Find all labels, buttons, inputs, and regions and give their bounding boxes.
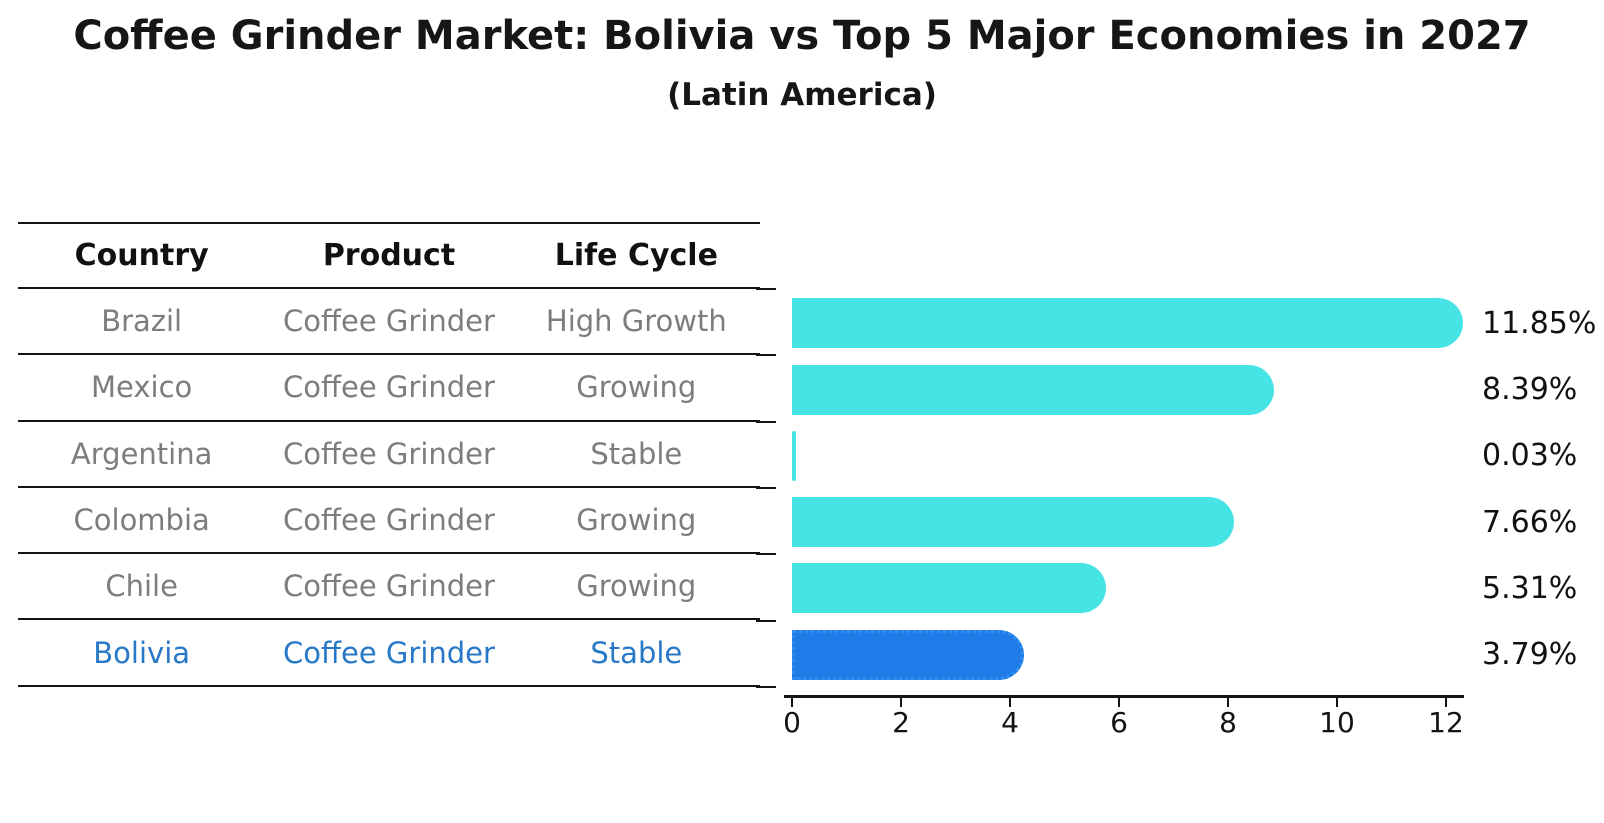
cell-country: Brazil <box>101 304 183 339</box>
country-table: Country Product Life Cycle Brazil Coffee … <box>18 222 760 687</box>
table-row-brazil: Brazil Coffee Grinder High Growth <box>18 289 760 356</box>
table-body: Brazil Coffee Grinder High Growth Mexico Cof… <box>18 289 760 687</box>
bar-value-label: 3.79% <box>1482 637 1578 673</box>
x-axis-tick <box>1445 698 1447 707</box>
x-axis-tick-label: 6 <box>1110 706 1128 739</box>
table-row-argentina: Argentina Coffee Grinder Stable <box>18 422 760 488</box>
x-axis-line <box>784 695 1464 698</box>
cell-country: Bolivia <box>93 635 191 670</box>
bar-value-label: 5.31% <box>1482 570 1578 606</box>
cell-product: Coffee Grinder <box>283 436 495 471</box>
x-axis-tick <box>900 698 902 707</box>
cell-product: Coffee Grinder <box>283 370 495 405</box>
cell-product: Coffee Grinder <box>283 569 495 604</box>
cell-country: Argentina <box>70 436 213 471</box>
x-axis-tick-label: 10 <box>1319 706 1355 739</box>
x-axis-tick-label: 12 <box>1428 706 1464 739</box>
table-row-chile: Chile Coffee Grinder Growing <box>18 554 760 621</box>
x-axis-tick <box>1227 698 1229 707</box>
x-axis-tick-label: 2 <box>892 706 910 739</box>
x-axis-tick <box>1009 698 1011 707</box>
table-row-colombia: Colombia Coffee Grinder Growing <box>18 488 760 555</box>
column-header-country: Country <box>74 238 209 273</box>
bar-argentina <box>792 430 797 481</box>
bar-mexico <box>792 364 1275 415</box>
column-header-life-cycle: Life Cycle <box>554 238 718 273</box>
chart-title: Coffee Grinder Market: Bolivia vs Top 5 … <box>73 13 1531 59</box>
table-row-mexico: Mexico Coffee Grinder Growing <box>18 355 760 422</box>
x-axis-tick-label: 4 <box>1001 706 1019 739</box>
column-header-product: Product <box>322 238 456 273</box>
cell-product: Coffee Grinder <box>283 503 495 538</box>
cell-product: Coffee Grinder <box>283 635 495 670</box>
cell-life-cycle: High Growth <box>545 304 727 339</box>
x-axis-tick-label: 0 <box>783 706 801 739</box>
bar-brazil <box>792 298 1463 349</box>
cell-life-cycle: Growing <box>576 569 697 604</box>
cell-life-cycle: Stable <box>590 635 683 670</box>
cell-life-cycle: Growing <box>576 370 697 405</box>
x-axis-tick <box>1336 698 1338 707</box>
table-header-row: Country Product Life Cycle <box>18 222 760 289</box>
cell-product: Coffee Grinder <box>283 304 495 339</box>
bar-value-label: 7.66% <box>1482 504 1578 540</box>
bar-value-label: 0.03% <box>1482 438 1578 474</box>
cell-life-cycle: Growing <box>576 503 697 538</box>
bar-colombia <box>792 497 1235 548</box>
cell-country: Colombia <box>73 503 210 538</box>
bar-value-label: 11.85% <box>1482 305 1597 341</box>
table-row-bolivia: Bolivia Coffee Grinder Stable <box>18 620 760 687</box>
bar-chile <box>792 563 1107 614</box>
x-axis-tick-label: 8 <box>1219 706 1237 739</box>
cell-country: Mexico <box>91 370 193 405</box>
x-axis-tick <box>791 698 793 707</box>
cell-life-cycle: Stable <box>590 436 683 471</box>
bar-bolivia <box>792 629 1024 680</box>
bar-value-label: 8.39% <box>1482 372 1578 407</box>
chart-subtitle: (Latin America) <box>667 77 937 113</box>
x-axis-tick <box>1118 698 1120 707</box>
cell-country: Chile <box>105 569 178 604</box>
